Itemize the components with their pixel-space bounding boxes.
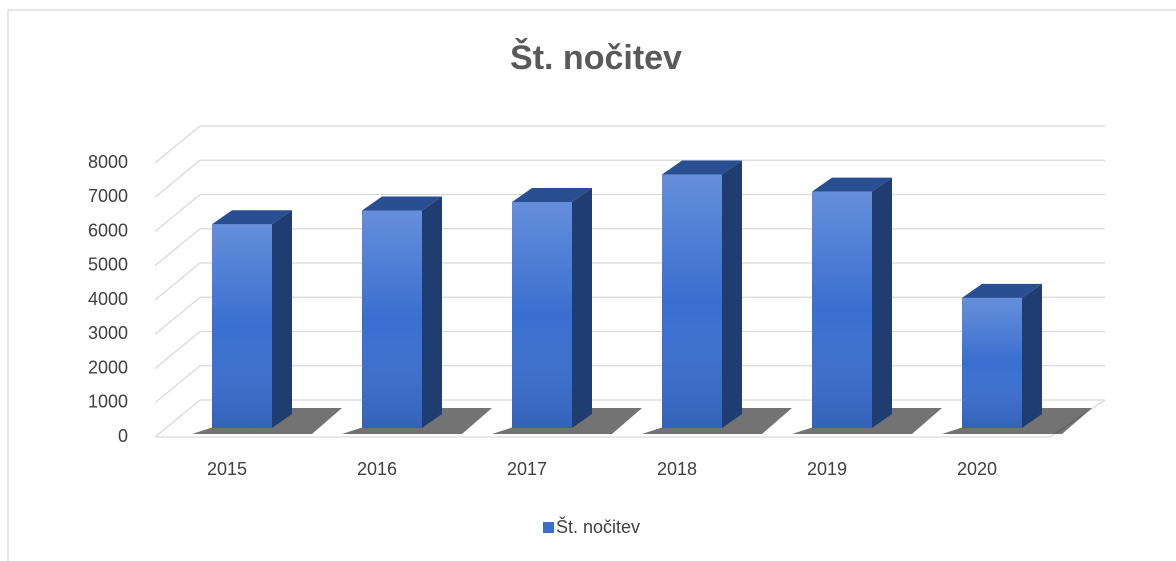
x-tick-label: 2015: [207, 459, 247, 479]
y-tick-label: 5000: [88, 255, 128, 275]
bar-side: [722, 160, 742, 429]
bar-side: [422, 196, 442, 428]
y-tick-label: 7000: [88, 186, 128, 206]
bar-side: [1022, 283, 1042, 428]
y-tick-label: 6000: [88, 220, 128, 240]
x-tick-label: 2020: [957, 459, 997, 479]
bar-top: [512, 187, 592, 202]
bar-side: [872, 177, 892, 428]
y-tick-label: 4000: [88, 289, 128, 309]
bar-shade: [812, 191, 872, 428]
bar-side: [572, 187, 592, 428]
bar-shade: [212, 224, 272, 428]
grid-line: [154, 193, 1105, 233]
grid-line: [154, 399, 1105, 438]
x-tick-label: 2016: [357, 459, 397, 479]
bar-shade: [662, 174, 722, 428]
grid-line: [154, 159, 1105, 198]
chart-title: Št. nočitev: [510, 38, 682, 77]
x-tick-label: 2018: [657, 459, 697, 479]
x-tick-label: 2017: [507, 459, 547, 479]
legend-label: Št. nočitev: [556, 516, 640, 537]
bar-top: [212, 210, 292, 225]
legend-swatch: [543, 522, 554, 533]
grid-line: [154, 125, 1105, 164]
y-tick-label: 8000: [88, 152, 128, 172]
bar-top: [962, 283, 1042, 298]
grid-line: [154, 365, 1105, 404]
bar-shade: [512, 201, 572, 428]
grid-line: [154, 228, 1105, 267]
grid-line: [154, 330, 1105, 370]
grid-line: [154, 296, 1105, 335]
y-tick-label: 2000: [88, 357, 128, 377]
x-tick-label: 2019: [807, 459, 847, 479]
bar-side: [272, 210, 292, 428]
y-tick-label: 1000: [88, 392, 128, 412]
y-tick-label: 0: [118, 426, 128, 446]
bar-top: [812, 177, 892, 192]
bar-shade: [362, 210, 422, 428]
bar-shade: [962, 297, 1022, 428]
grid-line: [154, 262, 1105, 301]
bar-top: [362, 196, 442, 211]
chart-border: [7, 9, 1176, 561]
bar-top: [662, 160, 742, 175]
y-tick-label: 3000: [88, 323, 128, 343]
